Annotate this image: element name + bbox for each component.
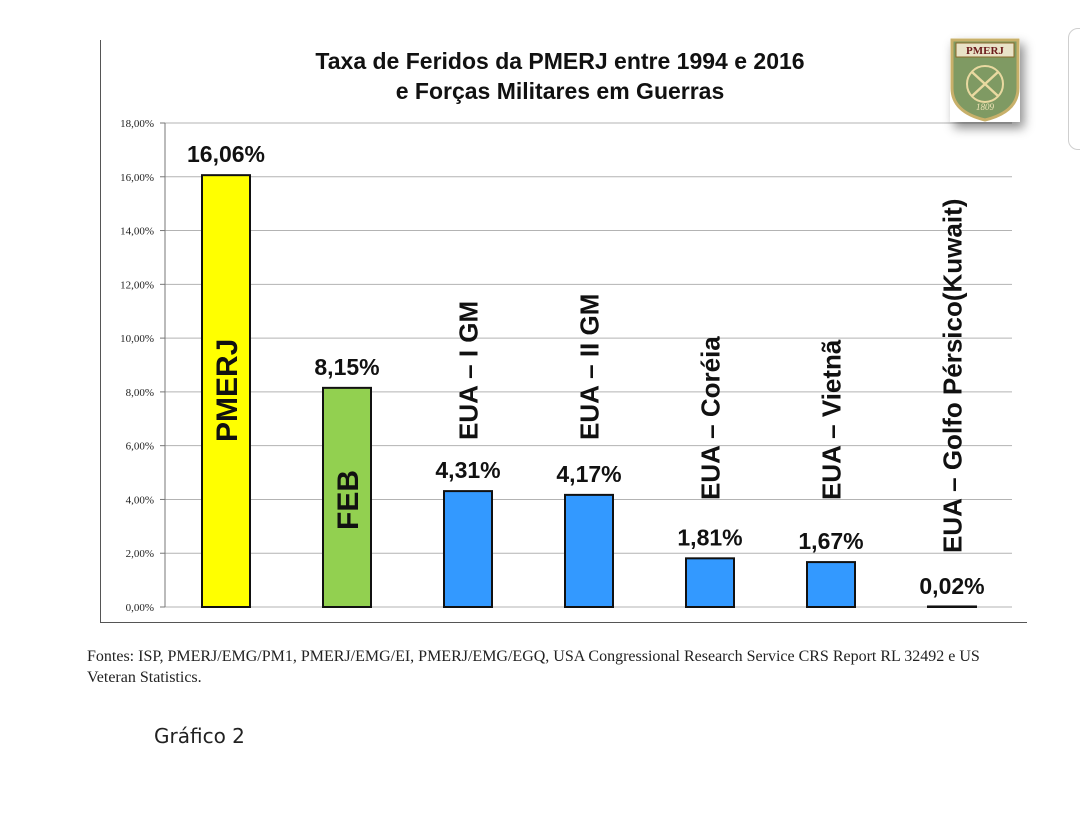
y-tick-label: 0,00%	[126, 602, 154, 614]
category-label: EUA – I GM	[453, 301, 483, 440]
y-tick-label: 2,00%	[126, 548, 154, 560]
y-tick-label: 4,00%	[126, 494, 154, 506]
bar	[927, 605, 977, 608]
chart-title-line-2: e Forças Militares em Guerras	[395, 78, 725, 104]
chart-title-line-1: Taxa de Feridos da PMERJ entre 1994 e 20…	[315, 48, 805, 74]
value-label: 16,06%	[187, 141, 265, 167]
y-tick-label: 14,00%	[120, 226, 154, 238]
bar	[201, 174, 251, 608]
category-label: PMERJ	[211, 339, 244, 442]
bar	[443, 490, 493, 608]
badge-label: PMERJ	[966, 45, 1004, 57]
chart-title: Taxa de Feridos da PMERJ entre 1994 e 20…	[230, 46, 890, 106]
bar-chart: 0,00% 2,00% 4,00% 6,00% 8,00% 10,00% 12,00% 14,…	[120, 118, 1012, 614]
y-tick-label: 12,00%	[120, 279, 154, 291]
value-label: 8,15%	[314, 354, 379, 380]
value-label: 4,17%	[556, 461, 621, 487]
y-tick-label: 6,00%	[126, 441, 154, 453]
value-label: 0,02%	[919, 573, 984, 599]
value-label: 1,81%	[677, 524, 742, 550]
chart-frame	[100, 40, 1027, 623]
y-tick-label: 18,00%	[120, 118, 154, 130]
figure-caption: Gráfico 2	[154, 724, 245, 748]
badge-year: 1809	[976, 102, 995, 112]
source-note: Fontes: ISP, PMERJ/EMG/PM1, PMERJ/EMG/EI…	[87, 648, 980, 686]
pmerj-badge-logo: PMERJ 1809	[950, 38, 1020, 122]
bar	[806, 561, 856, 609]
y-tick-label: 10,00%	[120, 333, 154, 345]
value-label: 1,67%	[798, 528, 863, 554]
y-tick-label: 16,00%	[120, 172, 154, 184]
category-label: EUA – II GM	[574, 294, 604, 440]
y-tick-label: 8,00%	[126, 387, 154, 399]
bar	[564, 493, 614, 608]
category-label: EUA – Golfo Pérsico(Kuwait)	[937, 199, 967, 553]
bar	[322, 386, 372, 608]
category-label: EUA – Vietnã	[816, 339, 846, 500]
value-label: 4,31%	[435, 457, 500, 483]
bar	[685, 557, 735, 609]
category-label: FEB	[332, 470, 365, 530]
scroll-edge-tab	[1068, 28, 1080, 150]
category-label: EUA – Coréia	[695, 336, 725, 500]
